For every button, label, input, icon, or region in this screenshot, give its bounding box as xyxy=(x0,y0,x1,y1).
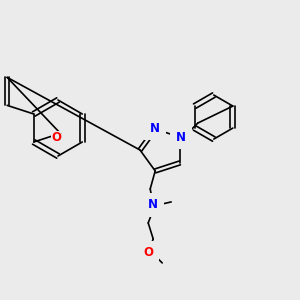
Text: O: O xyxy=(51,131,62,144)
Text: N: N xyxy=(176,130,186,144)
Text: N: N xyxy=(150,122,160,135)
Text: O: O xyxy=(143,246,153,260)
Text: N: N xyxy=(148,198,158,212)
